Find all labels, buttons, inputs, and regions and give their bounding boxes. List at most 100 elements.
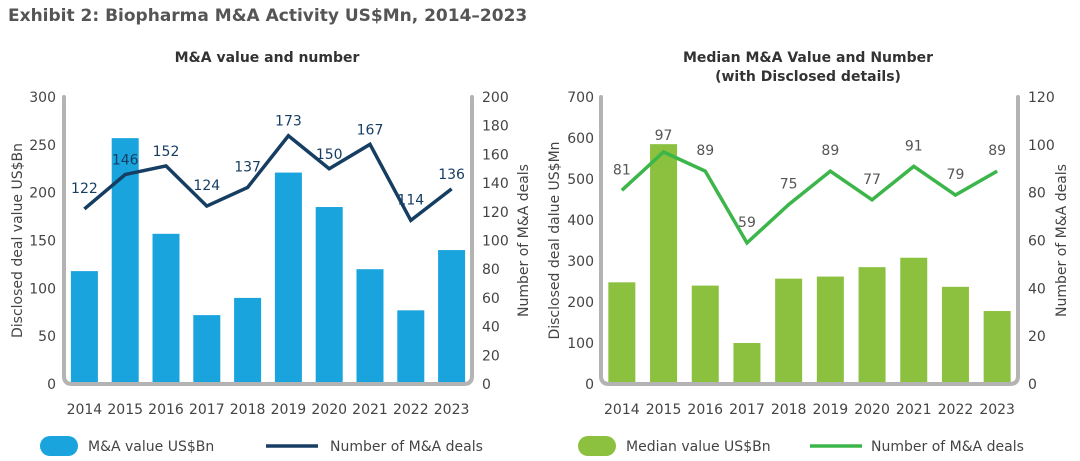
right-ytick-0: 0 [585,377,594,393]
left-y2tick-180: 180 [482,119,509,135]
right-line-label-2023: 89 [988,143,1006,159]
right-y2tick-40: 40 [1028,281,1046,297]
left-bar-2021 [356,269,384,384]
right-ytick-500: 500 [567,172,594,188]
right-legend-bar-swatch [578,436,616,456]
left-bar-2014 [70,271,98,384]
left-xtick-2020: 2020 [311,402,347,418]
right-bar-2018 [775,278,803,384]
left-xtick-2022: 2022 [393,402,429,418]
left-xtick-2014: 2014 [67,402,103,418]
right-line-label-2018: 75 [780,177,798,193]
right-bar-2019 [816,276,844,384]
left-line-label-2021: 167 [357,122,384,138]
right-axis-frame [599,95,1020,386]
right-bar-2022 [941,286,969,384]
left-line-label-2018: 137 [234,159,261,175]
right-chart-subtitle: (with Disclosed details) [715,69,901,85]
left-line-series [83,133,453,224]
left-y2tick-120: 120 [482,205,509,221]
left-xtick-2016: 2016 [148,402,184,418]
right-ytick-600: 600 [567,131,594,147]
right-y2tick-120: 120 [1028,90,1055,106]
right-ytick-700: 700 [567,90,594,106]
left-xtick-2015: 2015 [107,402,143,418]
right-xtick-2017: 2017 [729,402,765,418]
left-ytick-50: 50 [38,329,56,345]
left-axis-frame [62,95,474,386]
left-line-label-2017: 124 [193,178,220,194]
left-bar-2023 [438,250,466,384]
right-bar-2017 [733,343,761,384]
right-line-label-2019: 89 [821,143,839,159]
left-line-label-2019: 173 [275,114,302,130]
right-xtick-2018: 2018 [771,402,807,418]
right-y2tick-0: 0 [1028,377,1037,393]
left-y2tick-200: 200 [482,90,509,106]
right-y2tick-80: 80 [1028,186,1046,202]
left-ytick-0: 0 [47,377,56,393]
left-bar-2018 [234,297,262,384]
left-line-label-2022: 114 [397,192,424,208]
left-y2tick-140: 140 [482,176,509,192]
right-xtick-2019: 2019 [813,402,849,418]
left-y2tick-40: 40 [482,320,500,336]
left-ytick-200: 200 [29,186,56,202]
right-xtick-2021: 2021 [896,402,932,418]
left-xtick-2021: 2021 [352,402,388,418]
right-line-label-2016: 89 [696,143,714,159]
right-bar-2021 [900,257,928,384]
left-line-label-2023: 136 [438,167,465,183]
left-legend-bar-label: M&A value US$Bn [88,439,214,455]
right-bar-2023 [983,311,1011,384]
right-ytick-400: 400 [567,213,594,229]
right-line-series [620,149,999,246]
left-xtick-2023: 2023 [434,402,470,418]
left-y2label: Number of M&A deals [516,164,532,317]
left-xtick-2019: 2019 [271,402,307,418]
right-bar-2015 [650,144,678,384]
right-ytick-200: 200 [567,295,594,311]
right-line-label-2020: 77 [863,172,881,188]
right-y2label: Number of M&A deals [1054,164,1070,317]
right-xtick-2016: 2016 [687,402,723,418]
right-chart: Median M&A Value and Number (with Disclos… [547,50,1070,456]
left-ytick-300: 300 [29,90,56,106]
left-bar-2015 [111,138,139,384]
left-ytick-250: 250 [29,138,56,154]
right-y2tick-60: 60 [1028,234,1046,250]
right-line-label-2015: 97 [655,128,673,144]
left-y2tick-160: 160 [482,147,509,163]
right-legend-line-label: Number of M&A deals [871,439,1024,455]
left-bar-2022 [397,310,425,384]
left-line-label-2016: 152 [153,144,180,160]
right-bar-2016 [691,285,719,384]
right-ylabel: Disclosed deal dalue US$Mn [547,141,563,339]
right-y2tick-20: 20 [1028,329,1046,345]
left-line-label-2014: 122 [71,181,98,197]
right-bar-2020 [858,267,886,384]
left-bar-2016 [152,233,180,384]
right-chart-title: Median M&A Value and Number [683,50,933,66]
left-bar-2019 [274,172,302,384]
left-y2tick-20: 20 [482,348,500,364]
right-xtick-2023: 2023 [979,402,1015,418]
left-ylabel: Disclosed deal value US$Bn [10,143,26,338]
left-bar-2017 [193,315,221,384]
exhibit-title: Exhibit 2: Biopharma M&A Activity US$Mn,… [8,6,528,26]
left-line-label-2015: 146 [112,152,139,168]
left-ytick-100: 100 [29,281,56,297]
right-line-label-2022: 79 [947,167,965,183]
left-y2tick-100: 100 [482,234,509,250]
right-ytick-300: 300 [567,254,594,270]
right-bar-2014 [608,282,636,384]
right-line-label-2014: 81 [613,162,631,178]
left-legend-line-label: Number of M&A deals [330,439,483,455]
right-line-label-2021: 91 [905,138,923,154]
left-y2tick-0: 0 [482,377,491,393]
left-chart-title: M&A value and number [175,50,360,66]
right-line-label-2017: 59 [738,215,756,231]
left-legend-bar-swatch [40,436,78,456]
left-chart: M&A value and number05010015020025030002… [10,50,532,456]
